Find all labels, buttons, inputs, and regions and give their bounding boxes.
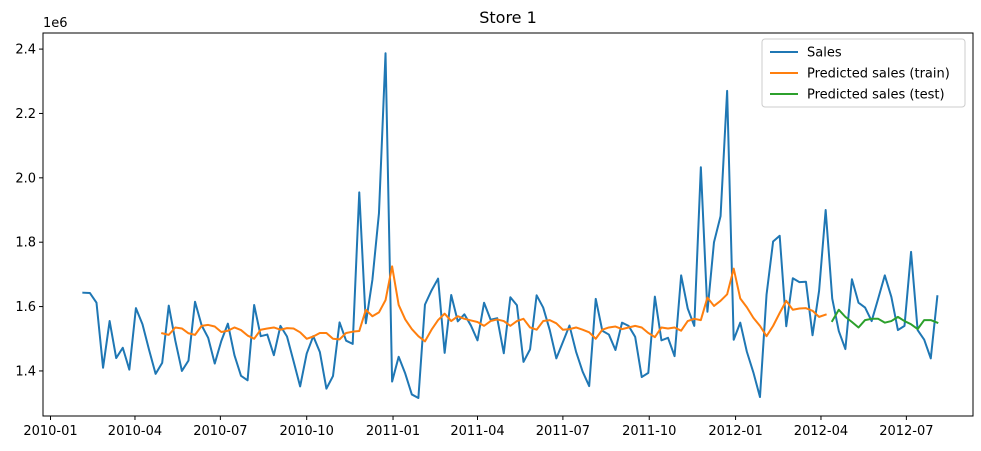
x-tick-label: 2011-07	[536, 424, 590, 439]
x-tick-label: 2011-10	[622, 424, 676, 439]
series-line-3	[830, 308, 939, 331]
legend-label: Sales	[807, 46, 842, 61]
axes-frame	[42, 32, 974, 417]
y-tick-label: 2.4	[15, 43, 36, 58]
x-tick-label: 2012-01	[708, 424, 762, 439]
x-tick-label: 2010-01	[23, 424, 77, 439]
legend-label: Predicted sales (train)	[807, 67, 950, 82]
axes-layer: 2010-01 2010-04 2010-07 2010-10 2011-01 2011-…	[15, 32, 974, 439]
x-tick-label: 2011-01	[366, 424, 420, 439]
chart-title: Store 1	[479, 8, 537, 27]
legend-items: Sales Predicted sales (train) Predicted sa…	[770, 46, 950, 103]
x-tick-label: 2010-07	[193, 424, 247, 439]
series-line-1	[82, 52, 939, 399]
y-tick-label: 2.2	[15, 107, 36, 122]
x-tick-label: 2012-04	[794, 424, 848, 439]
x-tick-label: 2011-04	[450, 424, 504, 439]
series-line-2	[160, 265, 827, 343]
series-layer	[82, 52, 939, 399]
y-tick-label: 1.8	[15, 236, 36, 251]
y-tick-label: 2.0	[15, 171, 36, 186]
x-tick-label: 2012-07	[879, 424, 933, 439]
legend: Sales Predicted sales (train) Predicted sa…	[761, 38, 966, 108]
x-tick-label: 2010-04	[108, 424, 162, 439]
legend-label: Predicted sales (test)	[807, 88, 945, 103]
y-tick-label: 1.4	[15, 364, 36, 379]
y-offset-label: 1e6	[43, 16, 68, 31]
y-tick-label: 1.6	[15, 300, 36, 315]
x-tick-label: 2010-10	[280, 424, 334, 439]
legend-box	[761, 38, 966, 108]
